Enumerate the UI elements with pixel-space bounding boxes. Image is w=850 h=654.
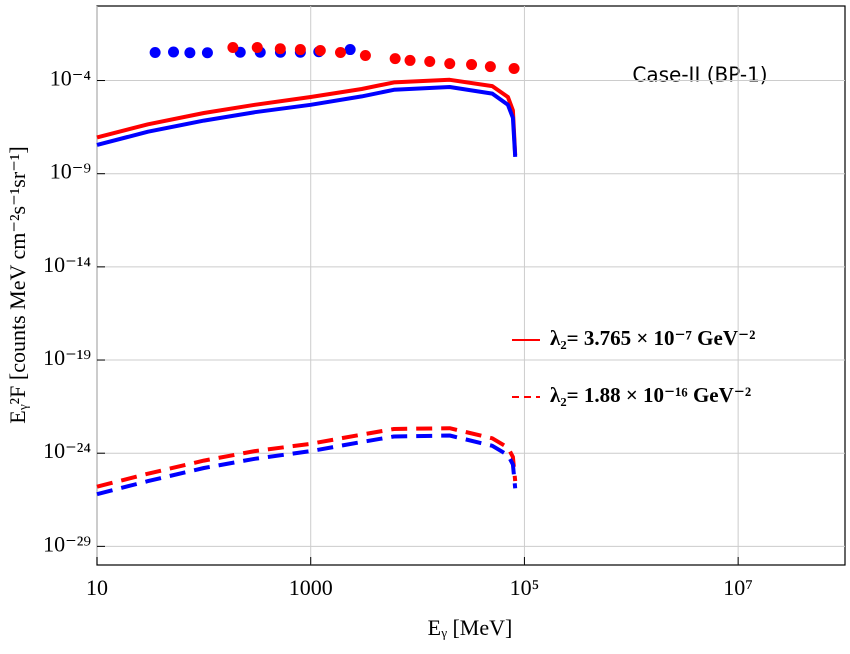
data-point bbox=[184, 47, 196, 59]
data-point bbox=[149, 46, 161, 58]
curve bbox=[96, 77, 518, 156]
y-tick-label: 10⁻⁹ bbox=[50, 159, 92, 184]
legend-label: λ₂= 1.88 × 10⁻¹⁶ GeV⁻² bbox=[550, 383, 751, 407]
x-tick-label: 10⁵ bbox=[510, 575, 540, 600]
data-point bbox=[227, 42, 239, 54]
y-tick-label: 10⁻¹⁹ bbox=[43, 345, 91, 370]
data-point bbox=[404, 54, 416, 66]
data-point bbox=[274, 43, 286, 55]
data-point bbox=[424, 56, 436, 68]
x-tick-label: 1000 bbox=[289, 575, 333, 600]
data-point bbox=[466, 59, 478, 71]
data-point bbox=[335, 46, 347, 58]
data-point bbox=[294, 44, 306, 56]
x-axis-label: Eᵧ [MeV] bbox=[428, 615, 513, 640]
y-tick-label: 10⁻⁴ bbox=[50, 66, 92, 91]
data-point bbox=[359, 50, 371, 62]
y-tick-label: 10⁻²⁴ bbox=[43, 438, 91, 463]
data-point bbox=[201, 47, 213, 59]
x-tick-label: 10 bbox=[86, 575, 108, 600]
data-point bbox=[344, 44, 356, 56]
data-point bbox=[251, 42, 263, 54]
data-point bbox=[389, 53, 401, 65]
data-point bbox=[444, 58, 456, 70]
data-point bbox=[508, 63, 520, 75]
curve bbox=[96, 426, 518, 489]
data-point bbox=[168, 46, 180, 58]
annotation: Case-II (BP-1) bbox=[632, 63, 767, 87]
legend-label: λ₂= 3.765 × 10⁻⁷ GeV⁻² bbox=[550, 326, 755, 350]
curve bbox=[96, 85, 518, 158]
curve bbox=[96, 433, 518, 497]
data-point bbox=[484, 61, 496, 73]
y-tick-label: 10⁻¹⁴ bbox=[43, 252, 91, 277]
y-axis-label: Eᵧ²F [counts MeV cm⁻²s⁻¹sr⁻¹] bbox=[5, 146, 30, 423]
x-tick-label: 10⁷ bbox=[723, 575, 753, 600]
y-tick-label: 10⁻²⁹ bbox=[43, 531, 91, 556]
data-point bbox=[314, 44, 326, 56]
